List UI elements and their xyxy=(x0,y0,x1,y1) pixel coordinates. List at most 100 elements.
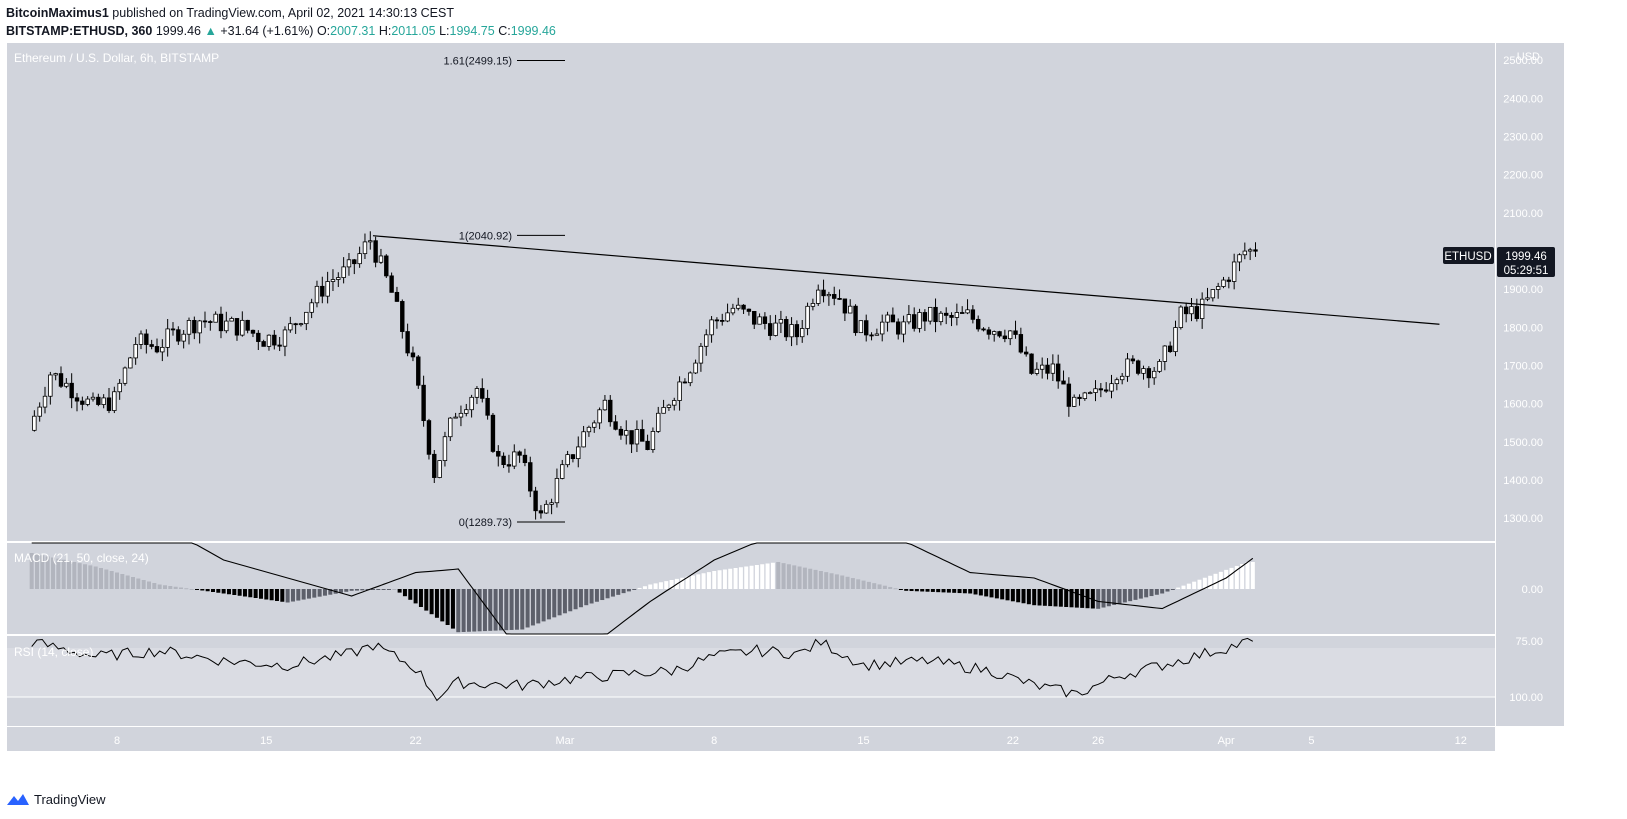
macd-histogram-bar xyxy=(754,565,759,589)
macd-histogram-bar xyxy=(504,589,509,631)
macd-histogram-bar xyxy=(61,559,66,589)
macd-histogram-bar xyxy=(717,570,722,589)
high-label: H: xyxy=(378,24,392,38)
macd-histogram-bar xyxy=(749,565,754,589)
candle-body xyxy=(986,329,992,335)
macd-histogram-bar xyxy=(578,589,583,608)
time-tick-label: 12 xyxy=(1455,735,1467,747)
candle-body xyxy=(293,323,298,326)
macd-histogram-bar xyxy=(760,564,765,589)
candle-body xyxy=(53,373,58,376)
last-price-tag xyxy=(1497,247,1555,277)
macd-histogram-bar xyxy=(178,587,183,589)
macd-histogram-bar xyxy=(712,571,717,589)
candle-body xyxy=(581,431,586,448)
author-name[interactable]: BitcoinMaximus1 xyxy=(6,6,109,20)
candle-body xyxy=(256,332,261,342)
candle-body xyxy=(58,373,64,387)
candle-body xyxy=(1215,286,1221,290)
rsi-series: 75.00 100.00 xyxy=(31,636,1543,704)
footer: TradingView xyxy=(6,791,106,807)
macd-histogram-bar xyxy=(973,589,978,595)
price-tick-label: 1500.00 xyxy=(1503,437,1543,449)
macd-histogram-bar xyxy=(610,589,615,597)
macd-histogram-bar xyxy=(813,569,818,589)
candle-body xyxy=(1061,380,1066,385)
macd-histogram-bar xyxy=(616,589,621,595)
candle-body xyxy=(1002,335,1008,340)
macd-histogram-bar xyxy=(152,583,157,589)
candle-body xyxy=(970,309,976,320)
macd-histogram-bar xyxy=(733,568,738,589)
price-tick-label: 2100.00 xyxy=(1503,208,1543,220)
candle-body xyxy=(709,319,714,336)
footer-brand[interactable]: TradingView xyxy=(34,791,106,807)
candle-body xyxy=(277,344,282,347)
macd-histogram-bar xyxy=(893,588,898,590)
candle-body xyxy=(517,451,522,456)
candle-body xyxy=(848,305,853,314)
macd-zero-tick: 0.00 xyxy=(1522,584,1543,596)
candle-body xyxy=(245,319,250,331)
macd-histogram-bar xyxy=(1154,589,1159,595)
macd-histogram-bar xyxy=(706,572,711,589)
macd-histogram-bar xyxy=(722,569,727,589)
candle-body xyxy=(810,303,816,307)
candle-body xyxy=(80,400,85,405)
open-label: O: xyxy=(316,24,331,38)
candle-body xyxy=(469,396,474,411)
macd-histogram-bar xyxy=(104,569,109,589)
candle-body xyxy=(234,318,240,336)
macd-histogram-bar xyxy=(936,589,941,593)
macd-histogram-bar xyxy=(562,589,567,614)
candle-body xyxy=(1066,383,1072,407)
macd-histogram-bar xyxy=(109,571,114,589)
macd-histogram-bar xyxy=(1101,589,1106,608)
candle-body xyxy=(778,319,784,324)
macd-histogram-bar xyxy=(792,565,797,589)
macd-histogram-bar xyxy=(1165,589,1170,592)
time-tick-label: Mar xyxy=(555,735,574,747)
candle-body xyxy=(330,279,336,282)
candle-body xyxy=(250,329,256,334)
candle-body xyxy=(437,460,442,478)
macd-histogram-bar xyxy=(904,589,909,591)
macd-histogram-bar xyxy=(968,589,973,594)
candle-body xyxy=(741,304,746,310)
candle-body xyxy=(112,391,117,411)
macd-histogram-bar xyxy=(1176,587,1181,589)
macd-histogram-bar xyxy=(626,589,631,592)
price-tick-label: 1300.00 xyxy=(1503,513,1543,525)
candle-body xyxy=(325,281,330,297)
candle-body xyxy=(64,382,69,387)
macd-histogram-bar xyxy=(360,589,365,591)
macd-histogram-bar xyxy=(1096,589,1101,609)
time-tick-label: 15 xyxy=(857,735,869,747)
macd-histogram-bar xyxy=(808,568,813,589)
candles xyxy=(32,231,1258,520)
candle-body xyxy=(874,333,880,336)
rsi-band xyxy=(7,648,1495,697)
candle-body xyxy=(853,305,858,334)
candle-body xyxy=(954,312,960,318)
macd-histogram-bar xyxy=(1181,585,1186,589)
candle-body xyxy=(69,382,74,399)
candle-body xyxy=(357,253,362,265)
symbol-label[interactable]: BITSTAMP:ETHUSD, 360 xyxy=(6,24,153,38)
macd-histogram-bar xyxy=(248,589,253,598)
trendline[interactable] xyxy=(372,235,1440,325)
time-tick-label: 5 xyxy=(1308,735,1314,747)
candle-body xyxy=(842,298,848,314)
macd-histogram-bar xyxy=(488,589,493,631)
price-axis[interactable] xyxy=(1496,43,1564,726)
candle-body xyxy=(645,440,650,450)
candle-body xyxy=(560,464,565,479)
price-pane[interactable] xyxy=(7,43,1495,541)
macd-histogram-bar xyxy=(184,588,189,590)
high-value: 2011.05 xyxy=(391,24,436,38)
macd-histogram-bar xyxy=(1229,567,1234,589)
candle-body xyxy=(608,399,613,423)
time-axis[interactable] xyxy=(7,727,1495,751)
candle-body xyxy=(816,289,821,304)
